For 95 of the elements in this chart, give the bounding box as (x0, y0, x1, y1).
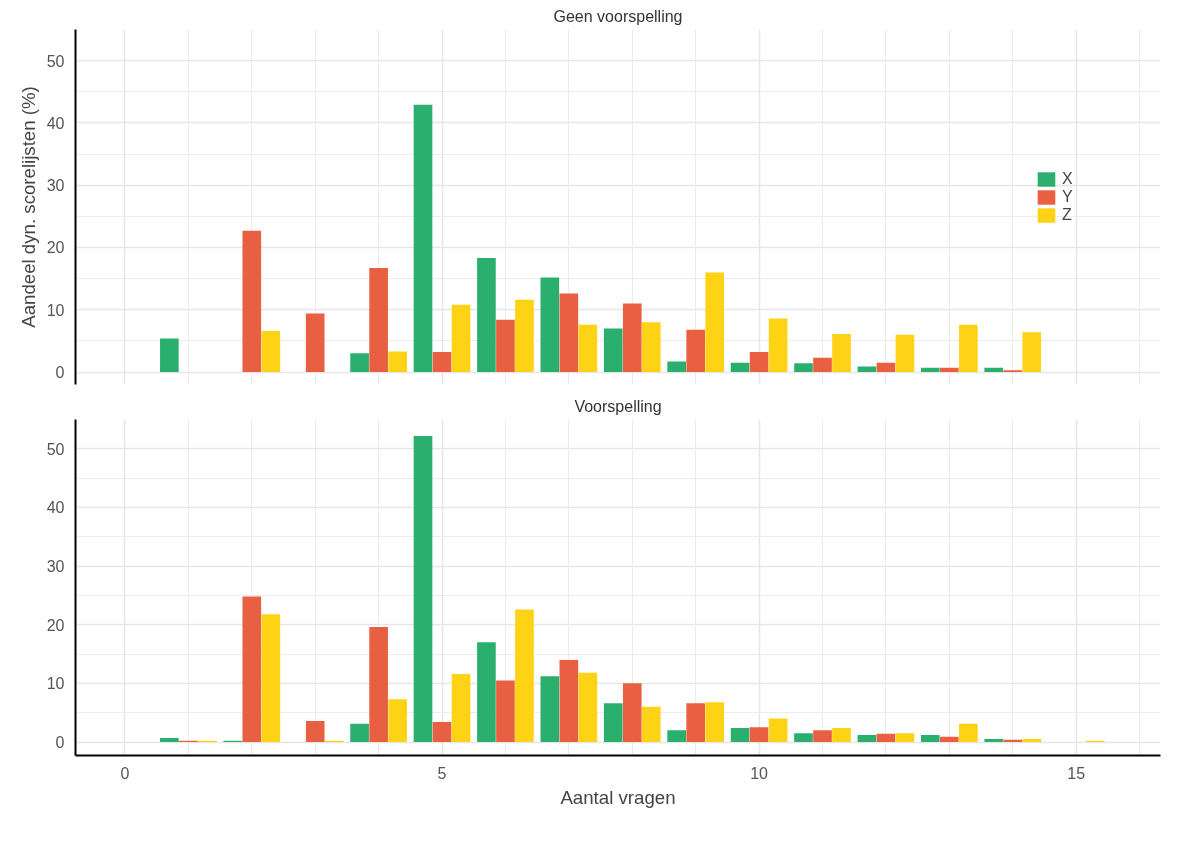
bar (876, 733, 896, 743)
bar (369, 627, 388, 743)
bar (413, 435, 433, 743)
bar (959, 723, 978, 743)
bar (641, 322, 661, 373)
bar (388, 351, 407, 373)
bar (603, 703, 623, 743)
bar (622, 683, 642, 743)
bar (261, 330, 281, 373)
bar (369, 268, 388, 373)
bar (686, 703, 705, 743)
bar (984, 739, 1004, 743)
y-tick-label: 30 (46, 558, 65, 576)
bar (603, 328, 623, 373)
bar (160, 338, 179, 373)
bar (578, 672, 598, 743)
y-tick-label: 0 (55, 734, 65, 752)
bar (413, 104, 433, 373)
bar (388, 699, 407, 743)
bar (160, 737, 179, 743)
legend-label: Z (1062, 206, 1073, 224)
bar (1022, 739, 1042, 743)
bar (432, 722, 452, 743)
x-tick-label: 15 (1067, 764, 1086, 782)
y-tick-label: 0 (55, 364, 65, 382)
bar (940, 736, 959, 743)
bar (540, 676, 560, 743)
x-tick-label: 10 (750, 764, 769, 782)
bar (350, 353, 369, 373)
y-tick-label: 10 (46, 301, 65, 319)
bar (959, 324, 978, 373)
x-tick-label: 0 (120, 764, 130, 782)
bar (477, 642, 496, 743)
bar (496, 319, 515, 373)
bar (705, 702, 725, 743)
x-axis-title: Aantal vragen (560, 786, 676, 808)
y-tick-label: 50 (46, 52, 65, 70)
legend-label: Y (1062, 188, 1074, 206)
bar (622, 303, 642, 373)
bar (578, 324, 598, 373)
bar (895, 733, 915, 743)
y-tick-label: 50 (46, 440, 65, 458)
bar (451, 673, 471, 743)
y-tick-label: 20 (46, 239, 65, 257)
bar (794, 733, 813, 743)
bar (515, 299, 534, 373)
bar (705, 272, 725, 373)
bar (641, 706, 661, 743)
bar (305, 313, 325, 373)
bar (940, 367, 959, 373)
chart-title: Geen voorspelling (553, 7, 683, 25)
bar (730, 727, 750, 743)
bar (451, 304, 471, 373)
bar (686, 329, 705, 373)
bar (540, 277, 560, 373)
bar (559, 293, 579, 373)
bar (813, 357, 832, 373)
y-tick-label: 40 (46, 114, 65, 132)
bar (857, 366, 877, 373)
bar (749, 352, 769, 373)
bar (496, 680, 515, 743)
bar (768, 718, 788, 743)
bar (984, 367, 1004, 373)
legend-label: X (1062, 170, 1074, 188)
bar (832, 727, 851, 743)
y-tick-label: 20 (46, 616, 65, 634)
bar (667, 361, 686, 373)
bar (768, 318, 788, 373)
bar (857, 734, 877, 743)
bar (559, 659, 579, 743)
x-tick-label: 5 (437, 764, 447, 782)
bar (305, 720, 325, 743)
bar (667, 730, 686, 743)
bar (876, 362, 896, 373)
y-tick-label: 40 (46, 499, 65, 517)
bar (261, 614, 281, 743)
bar (813, 730, 832, 743)
bar (920, 734, 940, 743)
chart-title: Voorspelling (574, 397, 662, 415)
bar (920, 367, 940, 373)
y-tick-label: 30 (46, 177, 65, 195)
bar (242, 596, 262, 743)
bar (515, 609, 534, 743)
bar (242, 230, 262, 373)
bar (749, 727, 769, 743)
y-tick-label: 10 (46, 675, 65, 693)
bar (432, 352, 452, 373)
bar (1022, 332, 1042, 373)
bar (895, 334, 915, 373)
bar (350, 723, 369, 743)
bar (832, 334, 851, 373)
y-axis-title: Aandeel dyn. scorelijsten (%) (17, 86, 39, 328)
bar (730, 362, 750, 373)
bar (794, 363, 813, 373)
bar (477, 258, 496, 373)
